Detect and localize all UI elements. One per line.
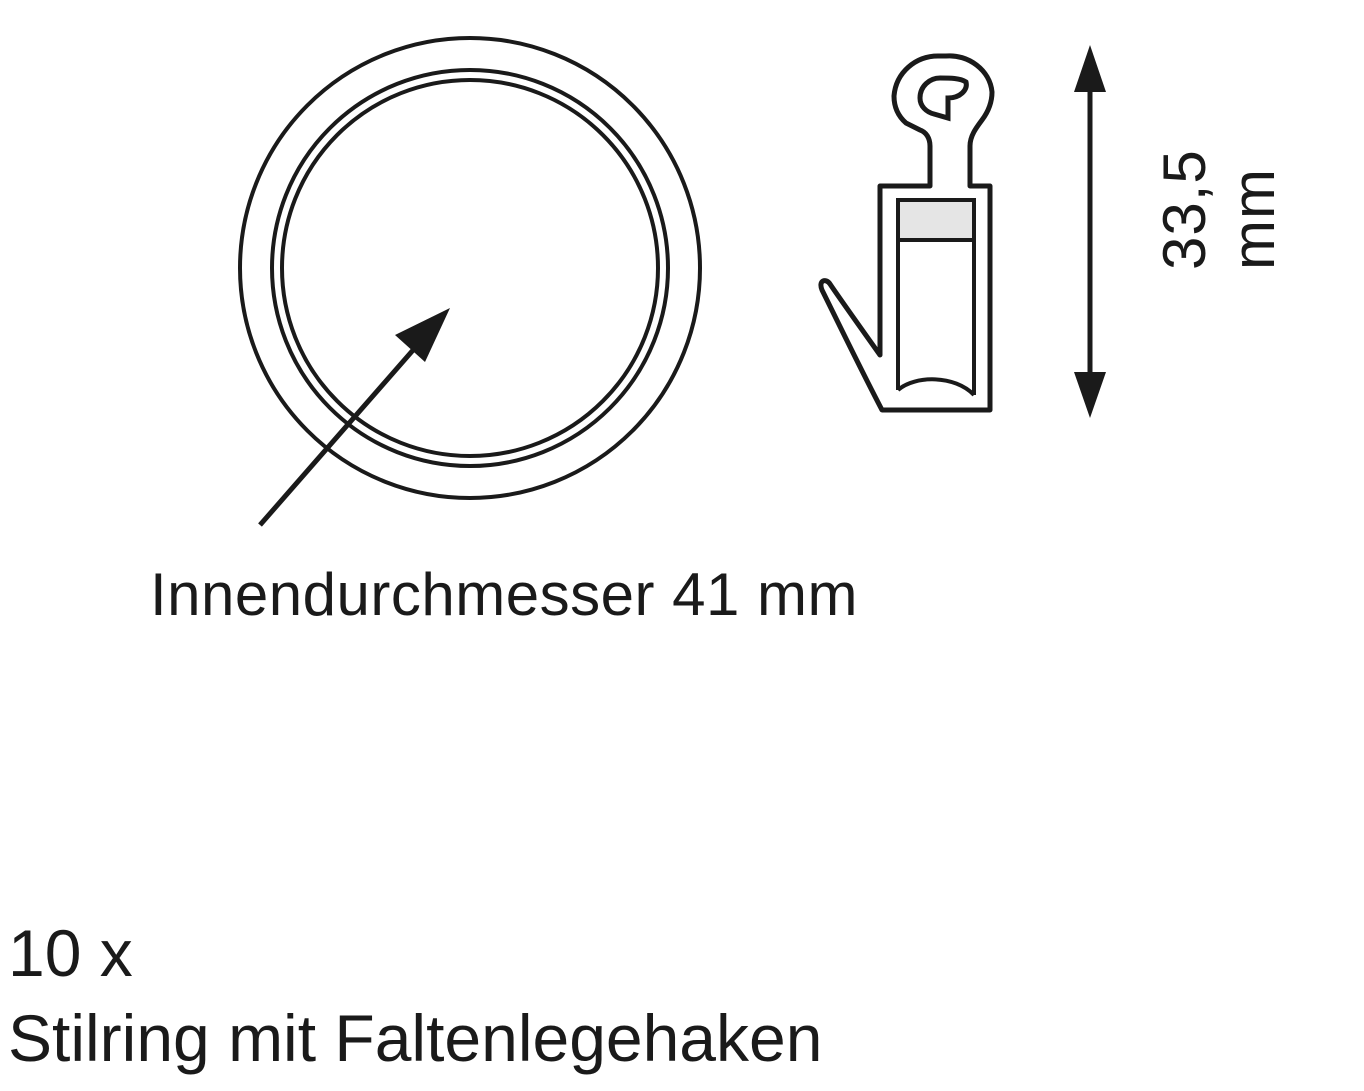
quantity-label: 10 x xyxy=(8,915,133,991)
hook-drawing xyxy=(821,56,992,410)
dimension-line xyxy=(1074,45,1106,418)
ring-inner-inner xyxy=(282,80,658,456)
description-label: Stilring mit Faltenlegehaken xyxy=(8,1000,822,1076)
inner-diameter-label: Innendurchmesser 41 mm xyxy=(150,560,858,629)
diagram-canvas: Innendurchmesser 41 mm 33,5 mm 10 x Stil… xyxy=(0,0,1364,1091)
height-dimension-label: 33,5 mm xyxy=(1150,56,1288,270)
